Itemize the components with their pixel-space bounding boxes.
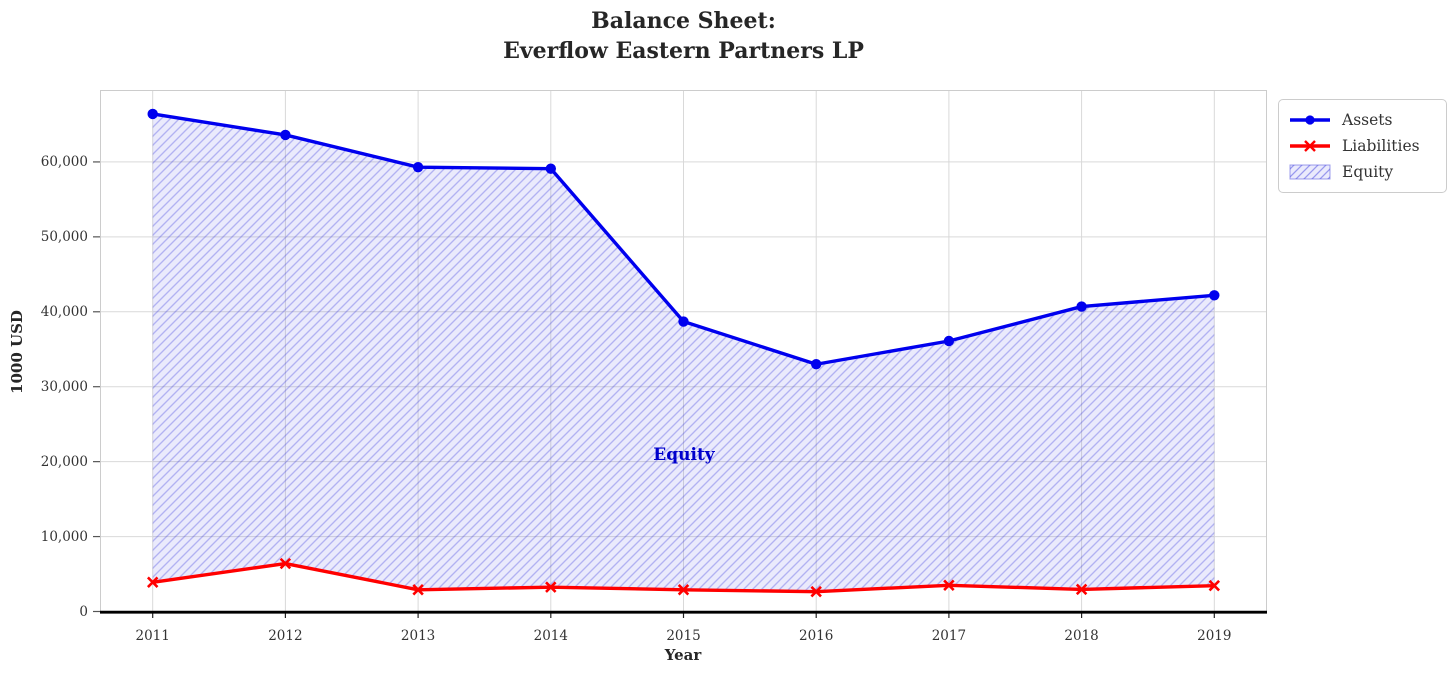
legend-label-equity: Equity — [1342, 163, 1394, 181]
assets-marker — [1209, 290, 1220, 301]
y-tick-label: 40,000 — [40, 303, 88, 320]
x-tick-label: 2016 — [799, 628, 834, 644]
y-tick-label: 0 — [79, 603, 88, 620]
plot-area — [93, 90, 1267, 618]
assets-marker — [1076, 301, 1087, 312]
chart-title-line1: Balance Sheet: — [591, 8, 776, 34]
chart-title-line2: Everflow Eastern Partners LP — [503, 38, 864, 64]
x-tick-label: 2014 — [533, 628, 568, 644]
legend-label-assets: Assets — [1342, 111, 1393, 129]
assets-legend-marker — [1290, 115, 1330, 125]
equity-legend-swatch — [1289, 164, 1331, 180]
x-tick-label: 2011 — [135, 628, 170, 644]
y-tick-label: 10,000 — [40, 528, 88, 545]
liabilities-legend-marker — [1290, 140, 1330, 152]
assets-marker — [678, 316, 689, 327]
assets-marker — [943, 335, 955, 347]
x-tick-label: 2019 — [1197, 628, 1232, 644]
legend-label-liabilities: Liabilities — [1342, 137, 1420, 155]
y-tick-label: 60,000 — [40, 153, 88, 170]
chart-title: Balance Sheet: Everflow Eastern Partners… — [100, 6, 1267, 66]
assets-marker — [412, 161, 424, 173]
liabilities-marker — [677, 584, 690, 596]
liabilities-marker — [943, 579, 955, 591]
x-tick-label: 2015 — [666, 628, 701, 644]
liabilities-marker — [1075, 583, 1088, 596]
legend-item-assets: Assets — [1288, 107, 1437, 133]
assets-marker — [280, 129, 291, 141]
legend: Assets Liabilities Equity — [1278, 99, 1447, 193]
liabilities-marker — [146, 576, 159, 588]
legend-item-equity: Equity — [1288, 159, 1437, 185]
liabilities-marker — [279, 557, 292, 570]
equity-area — [152, 113, 1215, 592]
y-tick-label: 20,000 — [40, 453, 88, 470]
assets-marker — [147, 108, 158, 120]
liabilities-marker — [810, 585, 822, 598]
legend-item-liabilities: Liabilities — [1288, 133, 1437, 159]
liabilities-marker — [1208, 579, 1221, 592]
y-tick-label: 30,000 — [40, 378, 88, 395]
x-tick-label: 2012 — [268, 628, 303, 644]
x-tick-label: 2013 — [400, 628, 436, 644]
x-axis-label: Year — [664, 646, 702, 664]
y-tick-label: 50,000 — [40, 228, 88, 245]
liabilities-marker — [545, 581, 557, 593]
assets-marker — [545, 163, 556, 174]
liabilities-marker — [412, 584, 424, 596]
equity-area-annotation: Equity — [653, 445, 715, 465]
x-tick-label: 2018 — [1064, 628, 1099, 644]
x-tick-label: 2017 — [931, 628, 967, 644]
assets-marker — [811, 359, 822, 370]
